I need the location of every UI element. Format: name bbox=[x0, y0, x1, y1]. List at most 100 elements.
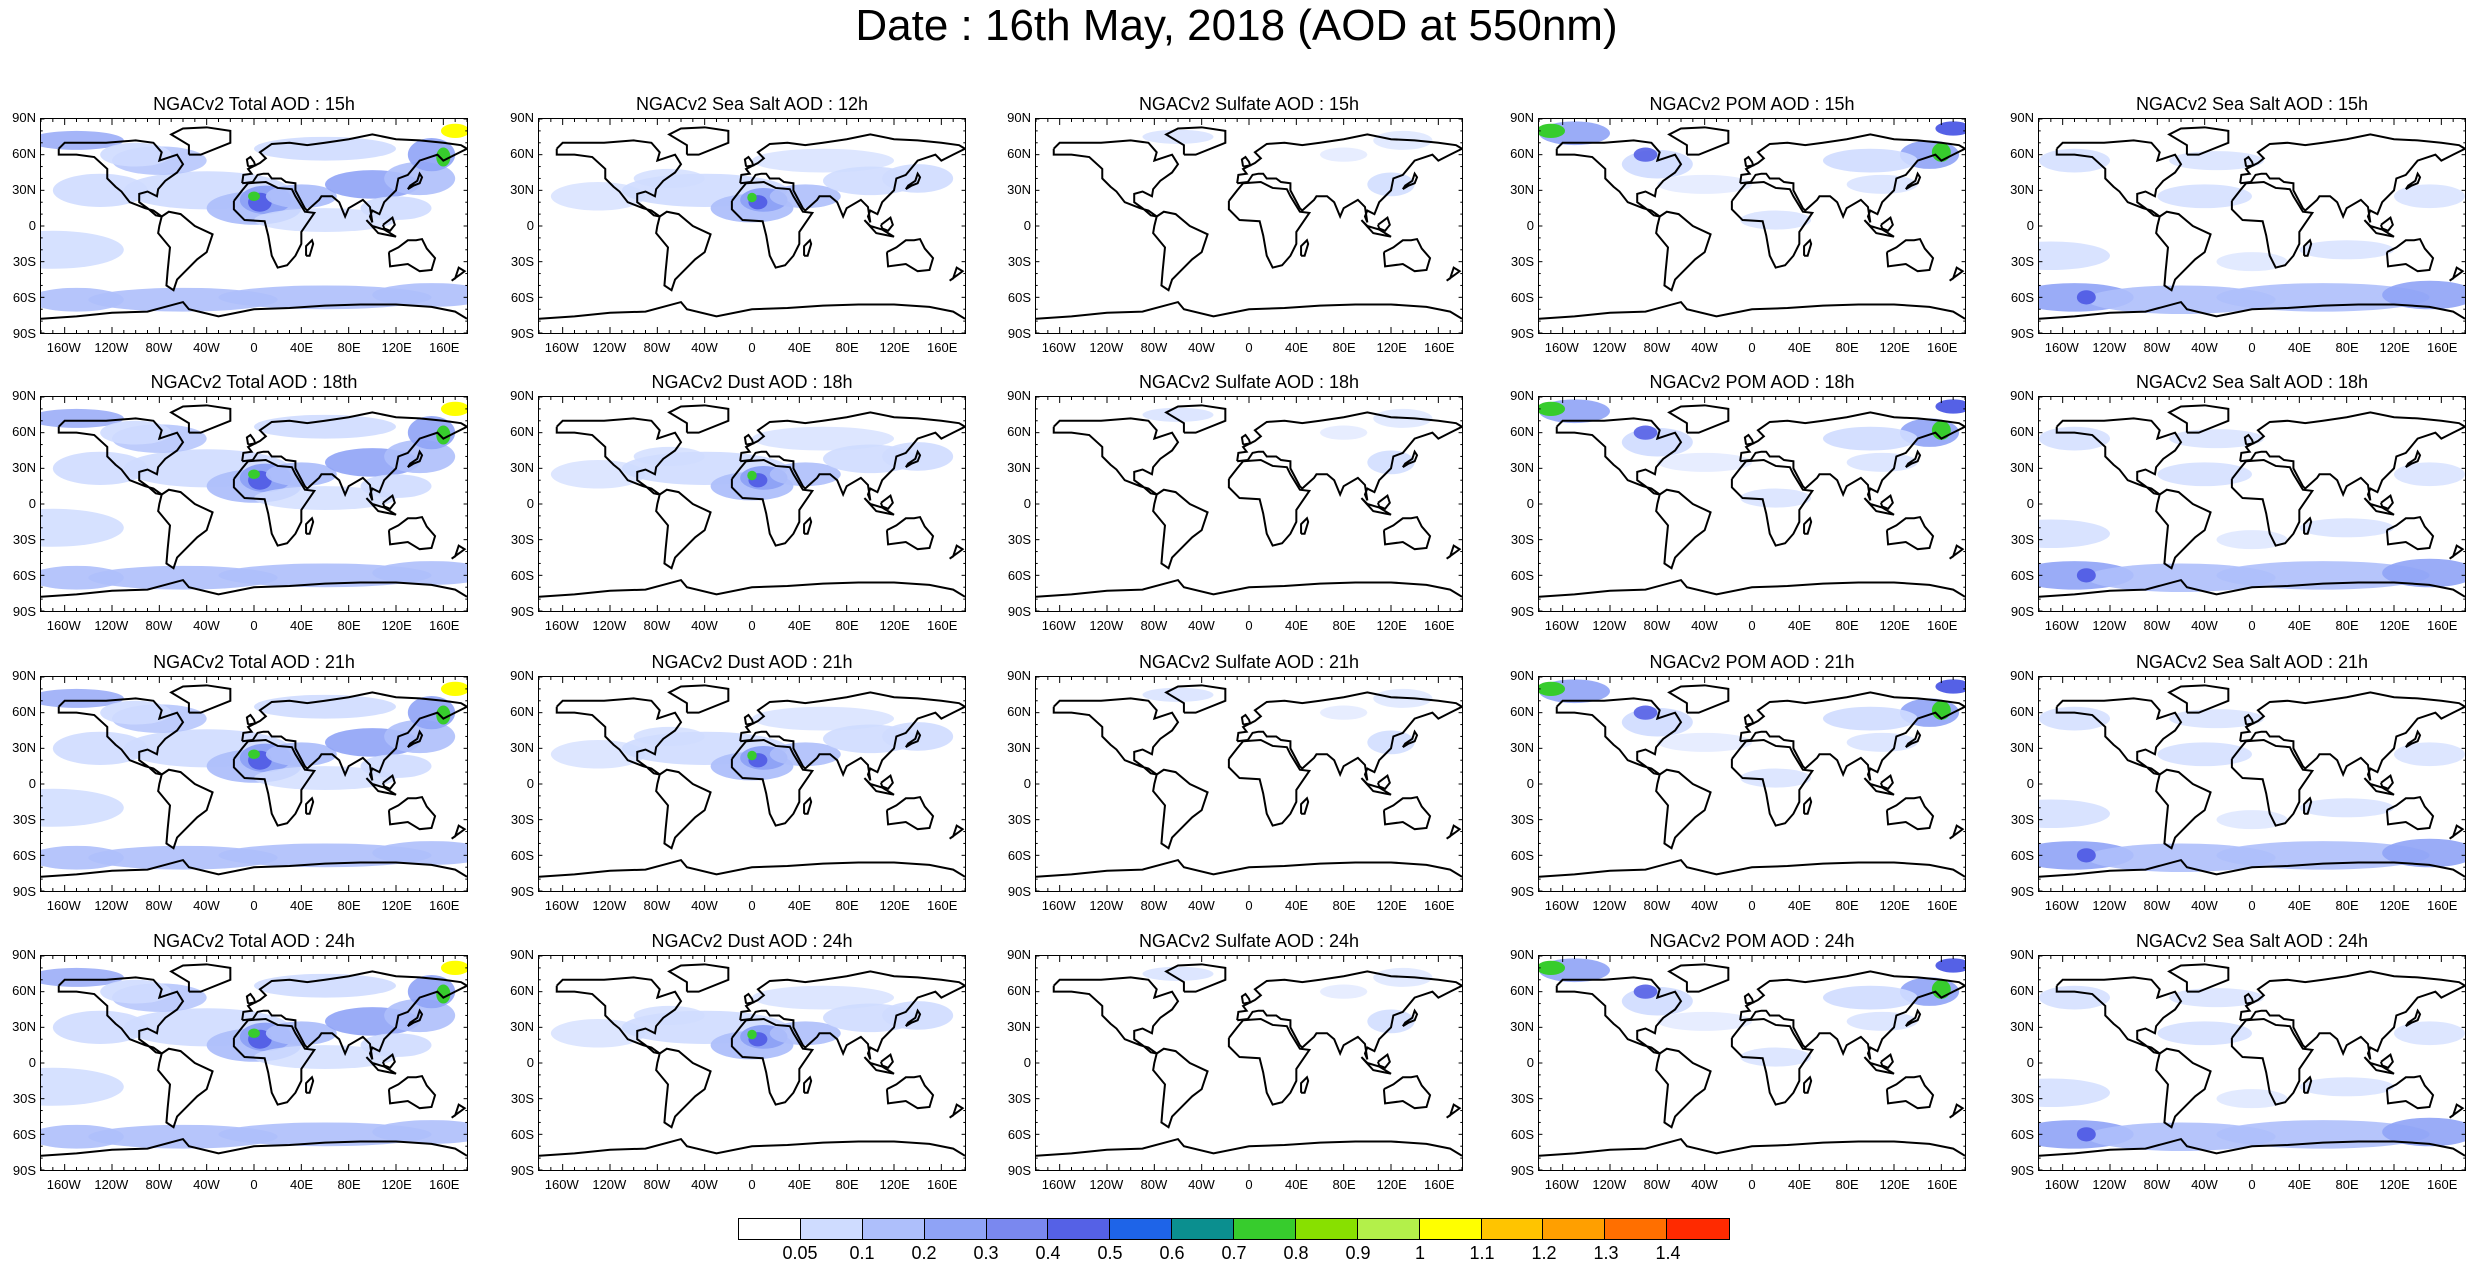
aod-blob bbox=[100, 420, 172, 445]
map-panel-title: NGACv2 POM AOD : 24h bbox=[1649, 931, 1855, 951]
coastline bbox=[242, 134, 467, 222]
lat-tick-label: 90N bbox=[1007, 110, 1031, 125]
lon-tick-label: 80E bbox=[337, 340, 361, 355]
coastline bbox=[2232, 460, 2312, 546]
aod-blob bbox=[2394, 742, 2465, 767]
lon-tick-label: 80E bbox=[2335, 1177, 2359, 1192]
aod-map-panel bbox=[1035, 118, 1463, 334]
coastline bbox=[158, 212, 212, 290]
lat-tick-label: 90S bbox=[1007, 604, 1031, 619]
lat-tick-label: 60N bbox=[12, 983, 36, 998]
aod-blob bbox=[1657, 1011, 1752, 1031]
coastline bbox=[906, 1011, 920, 1026]
lat-tick-label: 60N bbox=[1510, 983, 1534, 998]
coastline bbox=[1539, 580, 1965, 597]
lon-tick-label: 120W bbox=[592, 1177, 627, 1192]
lon-tick-label: 0 bbox=[1245, 340, 1253, 355]
map-panel-title: NGACv2 Total AOD : 24h bbox=[153, 931, 355, 951]
lon-tick-label: 0 bbox=[250, 618, 258, 633]
colorbar bbox=[738, 1218, 1730, 1240]
coastline bbox=[452, 546, 465, 559]
lon-tick-label: 120W bbox=[2092, 618, 2127, 633]
coastline bbox=[864, 498, 894, 515]
colorbar-label: 1 bbox=[1414, 1243, 1425, 1263]
aod-field-map bbox=[1539, 397, 1965, 611]
lon-tick-label: 80W bbox=[643, 340, 671, 355]
lon-tick-label: 160W bbox=[46, 1177, 81, 1192]
coastline bbox=[2387, 239, 2433, 271]
coastline bbox=[2156, 490, 2210, 568]
coastline bbox=[1732, 460, 1812, 546]
coastline bbox=[1301, 518, 1308, 533]
colorbar-label: 0.2 bbox=[911, 1243, 937, 1263]
coastline bbox=[1864, 498, 1894, 515]
lon-tick-label: 120E bbox=[2379, 898, 2410, 913]
aod-blob bbox=[2299, 798, 2394, 818]
coastline bbox=[881, 496, 893, 509]
aod-blob bbox=[2299, 240, 2394, 260]
coastline bbox=[366, 778, 396, 795]
lon-tick-label: 120W bbox=[94, 1177, 129, 1192]
aod-blob bbox=[747, 750, 757, 761]
lat-tick-label: 90S bbox=[510, 604, 534, 619]
lon-tick-label: 0 bbox=[2248, 618, 2256, 633]
coastline bbox=[557, 140, 681, 216]
lon-tick-label: 160E bbox=[1927, 1177, 1958, 1192]
lon-tick-label: 120E bbox=[1879, 898, 1910, 913]
lon-tick-label: 160W bbox=[2044, 898, 2079, 913]
lon-tick-label: 80W bbox=[2143, 1177, 2171, 1192]
aod-map-panel bbox=[1035, 396, 1463, 612]
aod-field-map bbox=[1539, 119, 1965, 333]
aod-blob bbox=[2076, 290, 2096, 305]
coastline bbox=[247, 435, 255, 445]
coastline bbox=[2232, 182, 2312, 268]
coastline bbox=[1656, 1049, 1710, 1127]
coastline bbox=[740, 971, 965, 1059]
coastline bbox=[1864, 220, 1894, 237]
coastline bbox=[881, 218, 893, 231]
lon-tick-label: 120W bbox=[2092, 898, 2127, 913]
colorbar-label: 0.3 bbox=[973, 1243, 999, 1263]
colorbar-swatch bbox=[1234, 1219, 1296, 1239]
lon-tick-label: 120W bbox=[592, 898, 627, 913]
aod-field-map bbox=[41, 677, 467, 891]
coastline bbox=[950, 268, 963, 281]
coastline bbox=[2169, 405, 2228, 432]
lon-tick-label: 80E bbox=[1835, 618, 1859, 633]
aod-blob bbox=[2039, 799, 2110, 828]
coastline bbox=[1237, 971, 1462, 1059]
coastline bbox=[59, 418, 183, 494]
coastline bbox=[1557, 698, 1681, 774]
coastline bbox=[1740, 134, 1965, 222]
aod-blob bbox=[1935, 121, 1965, 136]
coastline bbox=[1378, 776, 1390, 789]
aod-map-panel bbox=[538, 676, 966, 892]
lon-tick-label: 120W bbox=[1089, 618, 1124, 633]
lat-tick-label: 30S bbox=[1007, 532, 1031, 547]
colorbar-label: 0.05 bbox=[782, 1243, 818, 1263]
aod-blob bbox=[1935, 679, 1965, 694]
coastline bbox=[1384, 517, 1430, 549]
lat-tick-label: 30S bbox=[510, 812, 534, 827]
coastline bbox=[1301, 798, 1308, 813]
map-panel-title: NGACv2 Dust AOD : 18h bbox=[651, 372, 853, 392]
coastline bbox=[366, 498, 396, 515]
lon-tick-label: 120E bbox=[879, 618, 910, 633]
lat-tick-label: 90N bbox=[2010, 947, 2034, 962]
lat-tick-label: 0 bbox=[1023, 1055, 1031, 1070]
coastline bbox=[1669, 405, 1728, 432]
coastline bbox=[1732, 182, 1812, 268]
colorbar-label: 0.7 bbox=[1221, 1243, 1247, 1263]
coastline bbox=[1745, 157, 1753, 167]
coastline bbox=[1361, 220, 1391, 237]
lon-tick-label: 120E bbox=[879, 340, 910, 355]
coastline bbox=[864, 1057, 894, 1074]
aod-blob bbox=[440, 123, 467, 139]
coastline bbox=[745, 157, 753, 167]
coastline bbox=[158, 770, 212, 848]
aod-blob bbox=[265, 1021, 337, 1046]
coastline bbox=[656, 1049, 710, 1127]
aod-blob bbox=[747, 1029, 757, 1040]
coastline bbox=[306, 240, 313, 255]
lon-tick-label: 40W bbox=[193, 1177, 220, 1192]
